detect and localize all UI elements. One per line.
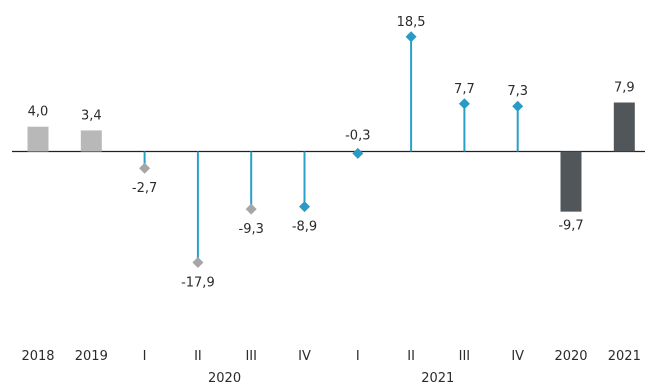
value-label-9: 7,3 xyxy=(507,84,528,99)
value-label-0: 4,0 xyxy=(28,105,49,120)
category-label-1: 2019 xyxy=(75,349,108,364)
value-label-11: 7,9 xyxy=(614,81,635,96)
group-labels: 2020 2021 xyxy=(208,371,454,386)
category-label-9: IV xyxy=(511,349,524,364)
category-label-6: I xyxy=(356,349,360,364)
category-label-3: II xyxy=(194,349,202,364)
value-label-1: 3,4 xyxy=(81,108,102,123)
value-label-8: 7,7 xyxy=(454,82,475,97)
category-label-4: III xyxy=(245,349,257,364)
category-label-8: III xyxy=(459,349,471,364)
category-label-7: II xyxy=(407,349,415,364)
bar-1 xyxy=(80,130,102,152)
category-label-11: 2021 xyxy=(608,349,641,364)
value-label-7: 18,5 xyxy=(397,15,426,30)
value-label-10: -9,7 xyxy=(558,219,583,234)
value-label-6: -0,3 xyxy=(345,128,370,143)
marker-2 xyxy=(139,162,151,174)
marker-5 xyxy=(299,201,310,213)
bar-10 xyxy=(560,151,582,212)
value-label-4: -9,3 xyxy=(239,222,264,237)
group-label-1: 2021 xyxy=(421,371,454,386)
category-label-2: I xyxy=(143,349,147,364)
category-label-5: IV xyxy=(298,349,311,364)
value-labels: 4,0 3,4 -2,7 -17,9 -9,3 -8,9 -0,3 18,5 7,7 7,3 -9,… xyxy=(28,15,635,291)
marker-7 xyxy=(405,31,417,43)
value-label-5: -8,9 xyxy=(292,220,317,235)
marker-9 xyxy=(512,100,524,112)
category-label-10: 2020 xyxy=(554,349,587,364)
value-label-2: -2,7 xyxy=(132,181,157,196)
bar-11 xyxy=(613,102,635,152)
chart-marks xyxy=(12,31,645,268)
marker-4 xyxy=(245,203,257,215)
marker-6 xyxy=(352,147,364,159)
category-labels: 2018 2019 I II III IV I II III IV 2020 2021 xyxy=(21,349,640,364)
value-label-3: -17,9 xyxy=(181,275,215,290)
category-label-0: 2018 xyxy=(21,349,54,364)
bar-0 xyxy=(27,126,49,152)
group-label-0: 2020 xyxy=(208,371,241,386)
marker-8 xyxy=(458,98,470,110)
marker-3 xyxy=(192,256,204,268)
